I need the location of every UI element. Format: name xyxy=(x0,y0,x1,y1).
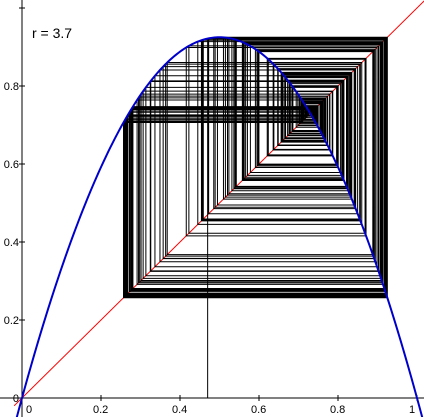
y-ticks: 0 0.2 0.4 0.6 0.8 xyxy=(4,7,25,405)
r-value-label: r = 3.7 xyxy=(32,25,72,41)
x-tick-label: 0.2 xyxy=(93,404,108,416)
x-ticks: 0 0.2 0.4 0.6 0.8 1 xyxy=(21,395,418,416)
y-tick-label: 0.2 xyxy=(4,315,19,327)
y-tick-label: 0.4 xyxy=(4,237,19,249)
x-tick-label: 0.6 xyxy=(251,404,266,416)
y-tick-label: 0 xyxy=(13,393,19,405)
diagonal-line xyxy=(13,0,424,407)
x-tick-label: 0 xyxy=(26,404,32,416)
x-tick-label: 0.8 xyxy=(330,404,345,416)
logistic-parabola-curve xyxy=(15,36,424,417)
cobweb-path xyxy=(123,36,388,398)
y-tick-label: 0.8 xyxy=(4,81,19,93)
y-tick-label: 0.6 xyxy=(4,159,19,171)
x-tick-label: 1 xyxy=(409,404,415,416)
x-tick-label: 0.4 xyxy=(172,404,187,416)
